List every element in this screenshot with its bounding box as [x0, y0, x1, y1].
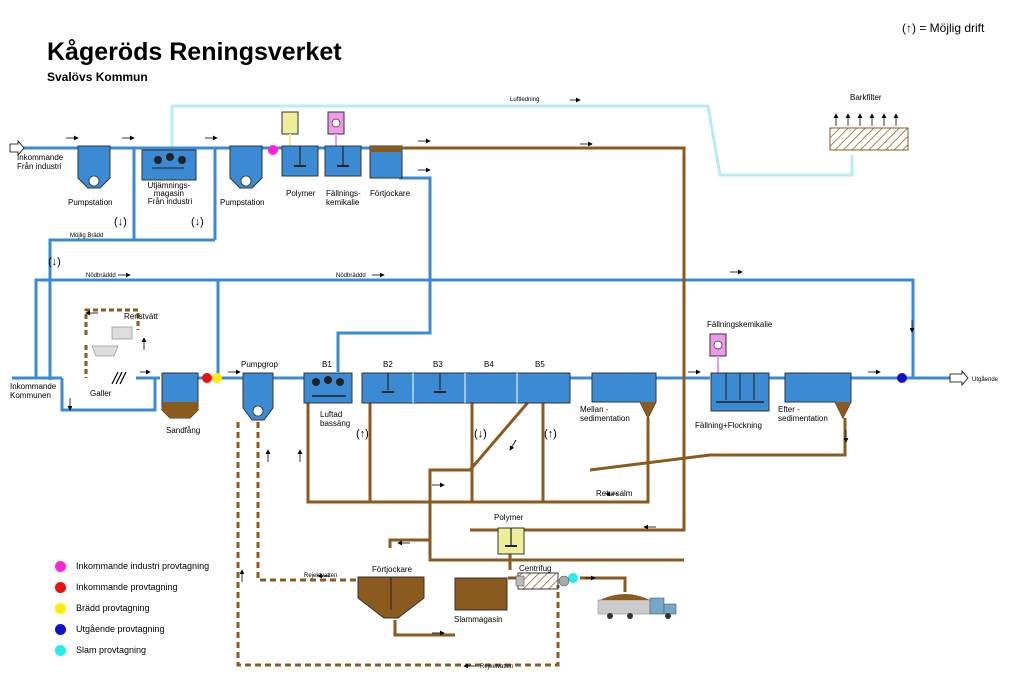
legend-label: Brädd provtagning [76, 603, 150, 613]
basin-b4-label: B4 [484, 360, 494, 369]
legend-dot [55, 644, 66, 656]
legend-dot [55, 581, 66, 593]
outflow-arrow-icon [949, 369, 969, 387]
grit-chamber [161, 372, 199, 419]
outflow-sampling-point [897, 373, 907, 383]
equalization-tank [141, 149, 197, 181]
legend-item: Slam provtagning [55, 640, 209, 660]
post-sedimentation [784, 372, 852, 420]
sludge-sampling-point [568, 573, 578, 583]
rinse-unit [91, 326, 133, 357]
precip-chem-tank-right [709, 333, 727, 373]
precip-chem-top-label: Fällnings- kemikalie [326, 189, 363, 207]
thickener-top-label: Förtjockare [370, 189, 411, 198]
grit-chamber-label: Sandfång [166, 426, 200, 435]
precip-chem-tank-top [324, 111, 362, 177]
centrifuge-label: Centrifug [519, 564, 551, 573]
intermediate-sedimentation [591, 372, 657, 420]
page-subtitle: Svalövs Kommun [47, 70, 148, 84]
pump-pit-label: Pumpgrop [241, 360, 278, 369]
thickener-bottom [357, 576, 425, 619]
possible-operation-symbol: (↓) [114, 216, 127, 228]
bark-filter [829, 127, 909, 151]
possible-operation-symbol: (↓) [191, 216, 204, 228]
legend-dot [55, 560, 66, 572]
inflow-sampling-point [202, 373, 212, 383]
flow-arrows [66, 135, 915, 669]
possible-operation-symbol: (↑) [356, 428, 369, 440]
equalization-label: Utjämnings- magasin Från industri [148, 181, 193, 206]
emergency-overflow-label-1: Nödbräddd [86, 273, 116, 279]
legend-dot [55, 623, 66, 635]
inflow-arrow-icon [9, 139, 25, 157]
page-title: Kågeröds Reningsverket [47, 38, 342, 66]
legend-item: Inkommande provtagning [55, 577, 209, 597]
rinse-label: Renstvätt [124, 312, 159, 321]
post-sedimentation-label: Efter - sedimentation [778, 405, 828, 423]
legend-label: Slam provtagning [76, 645, 147, 655]
air-line-label: Luftledning [510, 97, 539, 103]
precip-chem-right-label: Fällningskemikalie [707, 320, 773, 329]
legend-label: Utgående provtagning [76, 624, 165, 634]
basin-b1-label: B1 [322, 360, 332, 369]
polymer-tank-bottom [497, 527, 525, 555]
basin-b2-label: B2 [383, 360, 393, 369]
legend-item: Utgående provtagning [55, 619, 209, 639]
bio-basins [303, 372, 571, 404]
reject-water-label-2: Rejektvatten [480, 664, 513, 670]
legend-item: Brädd provtagning [55, 598, 209, 618]
bark-filter-label: Barkfilter [850, 93, 882, 102]
pumpstation-2-label: Pumpstation [220, 198, 264, 207]
legend-label: Inkommande provtagning [76, 582, 178, 592]
possible-operation-symbol: (↑) [544, 428, 557, 440]
legend-dot [55, 602, 66, 614]
inflow-industry-label: Inkommande Från industri [17, 153, 65, 171]
truck-icon [597, 594, 677, 619]
polymer-tank-top [281, 111, 319, 177]
return-sludge-label: Retursalm [596, 489, 633, 498]
screen-label: Galler [90, 389, 112, 398]
outflow-label: Utgående [972, 376, 999, 383]
overflow-sampling-point [212, 373, 222, 383]
sludge-storage [454, 577, 508, 611]
pumpstation-1 [77, 145, 111, 189]
possible-operation-note: (↑) = Möjlig drift [902, 21, 985, 35]
screen [111, 371, 127, 385]
aerated-basin-label: Luftad bassäng [320, 410, 350, 428]
polymer-top-label: Polymer [286, 189, 316, 198]
thickener-top [369, 145, 403, 179]
pumpstation-2 [229, 145, 263, 189]
sampling-legend: Inkommande industri provtagning Inkommand… [55, 556, 209, 661]
centrifuge [515, 572, 570, 590]
precip-flocc-label: Fällning+Flockning [695, 421, 762, 430]
basin-b5-label: B5 [535, 360, 545, 369]
air-line [170, 104, 854, 177]
pump-pit [242, 372, 274, 421]
pumpstation-1-label: Pumpstation [68, 198, 112, 207]
basin-b3-label: B3 [433, 360, 443, 369]
possible-overflow-label: Möjlig Brädd [70, 233, 103, 239]
intermediate-sedimentation-label: Mellan - sedimentation [580, 405, 630, 423]
polymer-bottom-label: Polymer [494, 513, 524, 522]
bark-filter-arrows [833, 113, 899, 126]
emergency-overflow-label-2: Nödbräddd [336, 273, 366, 279]
thickener-bottom-label: Förtjockare [372, 565, 413, 574]
industry-sampling-point [268, 145, 278, 155]
inflow-municipal-label: Inkommande Kommunen [10, 382, 58, 400]
possible-operation-symbol: (↓) [48, 256, 61, 268]
legend-item: Inkommande industri provtagning [55, 556, 209, 576]
possible-operation-symbol: (↓) [474, 428, 487, 440]
precip-flocc-tank [710, 372, 770, 412]
legend-label: Inkommande industri provtagning [76, 561, 210, 571]
sludge-storage-label: Slammagasin [454, 615, 502, 624]
